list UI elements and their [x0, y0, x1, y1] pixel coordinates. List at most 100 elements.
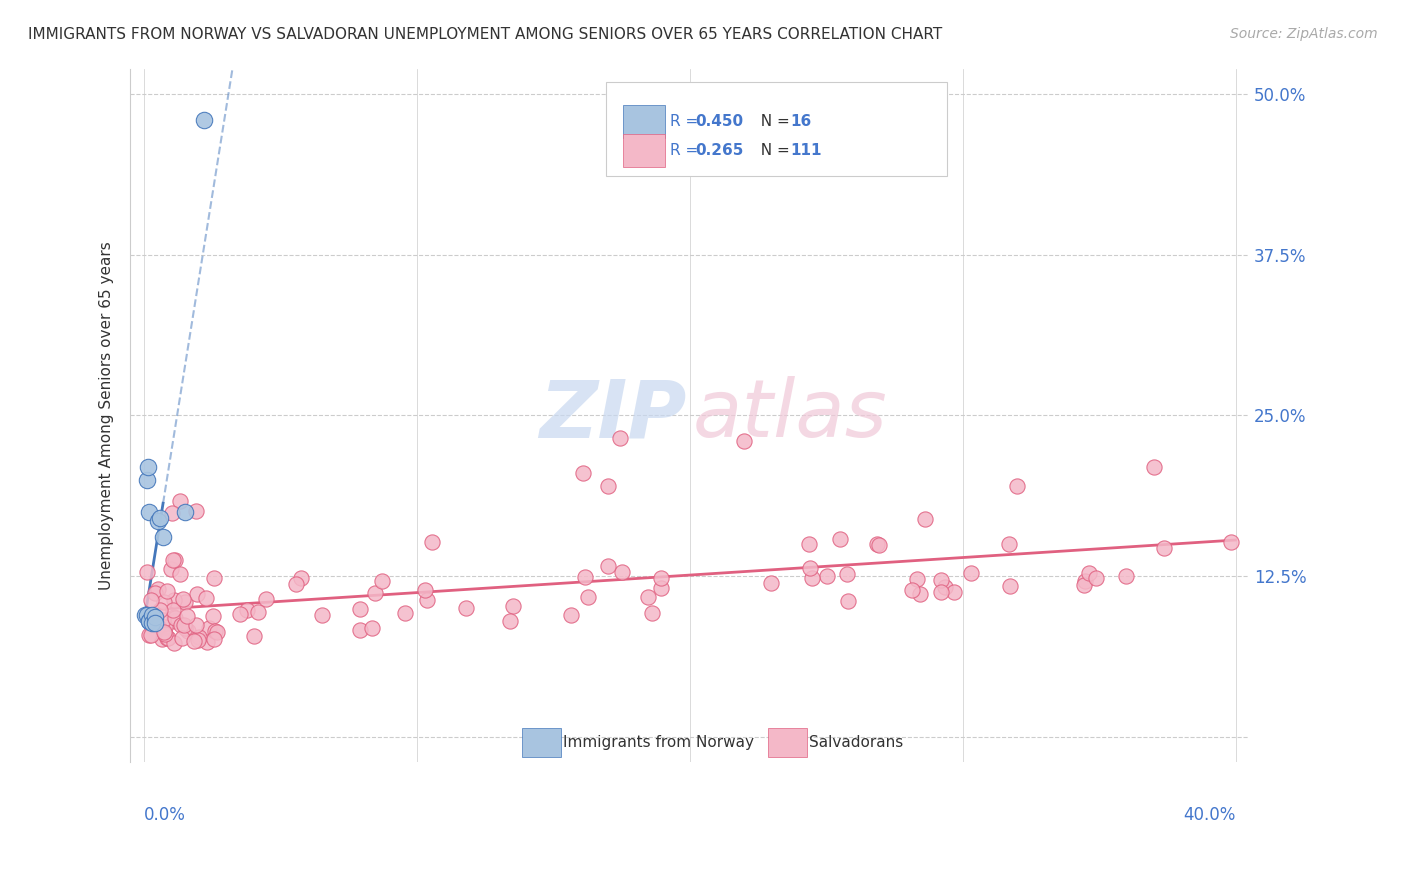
- Point: [163, 636, 186, 650]
- Point: [149, 511, 172, 525]
- Point: [997, 536, 1019, 550]
- Point: [228, 607, 250, 621]
- Point: [202, 570, 225, 584]
- Point: [183, 633, 205, 648]
- Point: [364, 586, 387, 600]
- FancyBboxPatch shape: [606, 82, 948, 176]
- Point: [205, 625, 228, 640]
- FancyBboxPatch shape: [768, 728, 807, 757]
- Point: [150, 632, 173, 647]
- Point: [139, 592, 162, 607]
- Point: [163, 592, 186, 607]
- Point: [143, 612, 166, 626]
- Point: [155, 620, 177, 634]
- Point: [136, 565, 159, 579]
- Point: [198, 621, 221, 635]
- Point: [311, 607, 333, 622]
- Point: [942, 585, 965, 599]
- Point: [136, 459, 159, 474]
- Point: [152, 625, 174, 640]
- Text: R =: R =: [669, 114, 703, 128]
- Point: [195, 635, 218, 649]
- Text: 0.0%: 0.0%: [143, 806, 186, 824]
- Point: [815, 569, 838, 583]
- Text: atlas: atlas: [693, 376, 887, 454]
- Point: [284, 576, 307, 591]
- Point: [349, 602, 371, 616]
- Text: N =: N =: [751, 143, 794, 158]
- Point: [733, 434, 755, 448]
- Point: [454, 601, 477, 615]
- Point: [243, 629, 266, 643]
- Point: [420, 534, 443, 549]
- Point: [186, 587, 208, 601]
- Text: IMMIGRANTS FROM NORWAY VS SALVADORAN UNEMPLOYMENT AMONG SENIORS OVER 65 YEARS CO: IMMIGRANTS FROM NORWAY VS SALVADORAN UNE…: [28, 27, 942, 42]
- Point: [174, 505, 197, 519]
- Point: [187, 631, 209, 645]
- Point: [156, 584, 179, 599]
- Point: [162, 602, 184, 616]
- Point: [135, 607, 157, 622]
- Point: [998, 579, 1021, 593]
- Text: Salvadorans: Salvadorans: [810, 735, 904, 750]
- Point: [162, 553, 184, 567]
- Point: [609, 431, 631, 445]
- Point: [1220, 535, 1243, 549]
- Text: N =: N =: [751, 114, 794, 128]
- Point: [960, 566, 983, 580]
- Point: [138, 628, 160, 642]
- Point: [869, 538, 891, 552]
- Point: [246, 605, 269, 619]
- Point: [394, 606, 416, 620]
- Point: [187, 632, 209, 647]
- Point: [799, 561, 821, 575]
- Point: [177, 624, 200, 638]
- Point: [360, 621, 382, 635]
- Point: [908, 587, 931, 601]
- Point: [797, 536, 820, 550]
- Point: [153, 595, 176, 609]
- Point: [139, 628, 162, 642]
- Point: [650, 581, 672, 595]
- Point: [901, 583, 924, 598]
- Point: [236, 603, 259, 617]
- Point: [143, 610, 166, 624]
- Point: [349, 623, 371, 637]
- Point: [165, 614, 187, 628]
- Point: [169, 494, 191, 508]
- Point: [415, 593, 437, 607]
- Point: [1143, 459, 1166, 474]
- Point: [866, 537, 889, 551]
- Point: [1115, 569, 1137, 583]
- Point: [801, 571, 824, 585]
- Point: [146, 582, 169, 596]
- Point: [156, 631, 179, 645]
- Point: [135, 473, 157, 487]
- Point: [914, 512, 936, 526]
- Point: [1073, 577, 1095, 591]
- Point: [934, 580, 956, 594]
- Point: [193, 112, 215, 127]
- Point: [160, 506, 183, 520]
- Point: [160, 562, 183, 576]
- Y-axis label: Unemployment Among Seniors over 65 years: Unemployment Among Seniors over 65 years: [100, 241, 114, 590]
- Point: [138, 614, 160, 628]
- Point: [138, 505, 160, 519]
- Point: [929, 573, 952, 587]
- Point: [141, 607, 163, 622]
- Point: [1153, 541, 1175, 556]
- Point: [641, 606, 664, 620]
- Point: [153, 626, 176, 640]
- Point: [905, 572, 928, 586]
- Point: [828, 532, 851, 546]
- Point: [174, 621, 197, 635]
- Text: Source: ZipAtlas.com: Source: ZipAtlas.com: [1230, 27, 1378, 41]
- Point: [170, 617, 193, 632]
- Point: [195, 591, 218, 605]
- Point: [163, 610, 186, 624]
- Point: [560, 607, 582, 622]
- Point: [1005, 479, 1028, 493]
- Text: R =: R =: [669, 143, 703, 158]
- Point: [598, 559, 620, 574]
- Point: [134, 607, 156, 622]
